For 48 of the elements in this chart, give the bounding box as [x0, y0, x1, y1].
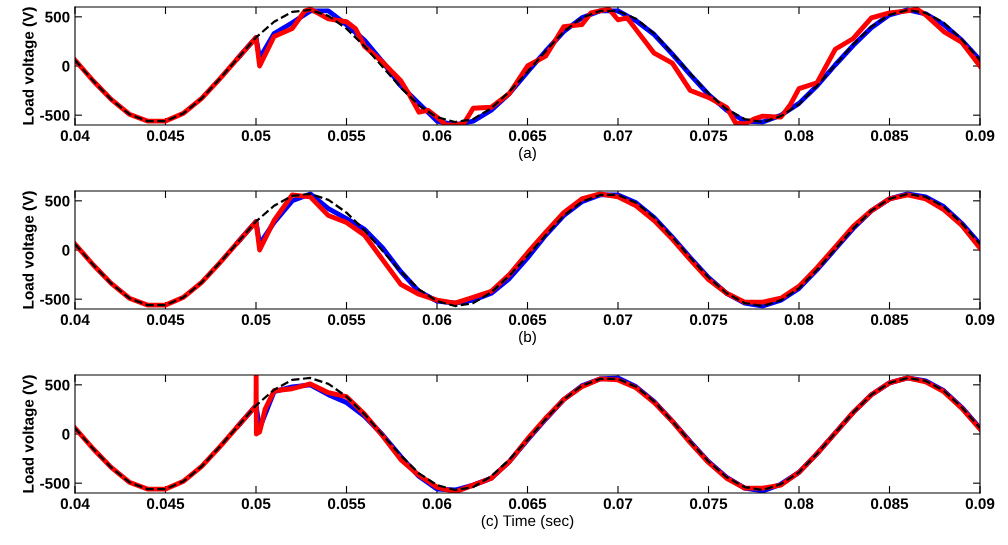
- y-tick-label: 0: [62, 60, 70, 72]
- x-tick-label: 0.055: [327, 498, 366, 510]
- x-tick-label: 0.07: [603, 314, 633, 326]
- x-tick-label: 0.085: [870, 314, 909, 326]
- y-tick-label: 500: [45, 11, 70, 23]
- x-tick-label: 0.08: [784, 130, 814, 142]
- x-tick-label: 0.08: [784, 498, 814, 510]
- x-tick-label: 0.07: [603, 498, 633, 510]
- y-tick-label: 500: [45, 379, 70, 391]
- y-tick-label: -500: [40, 110, 70, 121]
- x-tick-label: 0.075: [689, 130, 728, 142]
- y-axis-title: Load voltage (V): [22, 7, 37, 125]
- x-tick-label: 0.045: [146, 314, 185, 326]
- x-axis-title: (a): [519, 146, 536, 162]
- x-tick-label: 0.065: [508, 498, 547, 510]
- x-axis-title: (c) Time (sec): [481, 514, 574, 530]
- x-tick-label: 0.07: [603, 130, 633, 142]
- x-tick-label: 0.055: [327, 130, 366, 142]
- y-axis-title: Load voltage (V): [22, 191, 37, 309]
- x-tick-label: 0.04: [60, 130, 90, 142]
- x-tick-label: 0.085: [870, 130, 909, 142]
- x-tick-label: 0.055: [327, 314, 366, 326]
- x-tick-label: 0.075: [689, 314, 728, 326]
- x-tick-label: 0.06: [422, 498, 452, 510]
- x-tick-label: 0.065: [508, 314, 547, 326]
- x-tick-label: 0.065: [508, 130, 547, 142]
- y-tick-label: 0: [62, 428, 70, 440]
- x-tick-label: 0.085: [870, 498, 909, 510]
- x-tick-label: 0.04: [60, 498, 90, 510]
- y-axis-title: Load voltage (V): [22, 375, 37, 493]
- x-tick-label: 0.06: [422, 314, 452, 326]
- y-tick-label: 500: [45, 195, 70, 207]
- y-tick-label: -500: [40, 478, 70, 489]
- x-tick-label: 0.045: [146, 130, 185, 142]
- y-tick-label: 0: [62, 244, 70, 256]
- x-tick-label: 0.09: [965, 498, 995, 510]
- x-tick-label: 0.09: [965, 130, 995, 142]
- x-axis-title: (b): [519, 330, 536, 346]
- x-tick-label: 0.05: [241, 498, 271, 510]
- x-tick-label: 0.05: [241, 130, 271, 142]
- x-tick-label: 0.04: [60, 314, 90, 326]
- x-tick-label: 0.09: [965, 314, 995, 326]
- x-tick-label: 0.05: [241, 314, 271, 326]
- x-tick-label: 0.08: [784, 314, 814, 326]
- x-tick-label: 0.075: [689, 498, 728, 510]
- x-tick-label: 0.06: [422, 130, 452, 142]
- y-tick-label: -500: [40, 294, 70, 305]
- x-tick-label: 0.045: [146, 498, 185, 510]
